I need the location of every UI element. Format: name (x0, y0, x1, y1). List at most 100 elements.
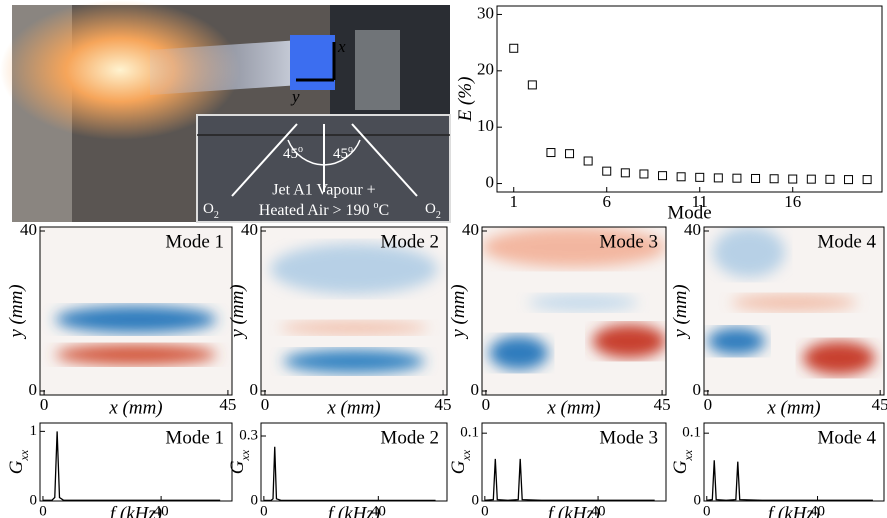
y-axis-label: y (mm) (6, 284, 27, 339)
y-tick-label: 40 (241, 220, 258, 239)
marker (751, 173, 761, 183)
y-tick-label: 0 (694, 492, 702, 508)
panel-label: Mode 1 (165, 427, 224, 448)
x-tick-label: 0 (482, 395, 491, 414)
y-axis-label: Gxx (227, 449, 251, 474)
x-axis-label: x (mm) (326, 397, 380, 418)
heatmap-blob (731, 294, 857, 311)
heatmap-blob (489, 336, 549, 370)
axis-y-label: y (290, 87, 300, 106)
x-tick-label: 45 (654, 395, 671, 414)
marker (583, 156, 593, 166)
chart-panel: 0 45 0 40 Mode 3 x (mm) y (mm) (448, 220, 670, 418)
x-axis-label: x (mm) (108, 397, 162, 418)
y-axis-label-text: G (6, 460, 27, 474)
panel-label: Mode 1 (165, 231, 224, 252)
marker (788, 174, 798, 184)
marker (806, 174, 816, 184)
angle-value: 45 (283, 146, 298, 162)
y-tick-label: 0 (471, 380, 480, 399)
chart-panel: 0 40 0 0.1 Mode 4 f (kHz) Gxx (670, 422, 885, 518)
marker (695, 172, 705, 182)
y-tick-label: 0 (29, 380, 38, 399)
y-axis-label-text: y (mm) (670, 284, 691, 339)
angle-label: 45o (333, 144, 353, 163)
spectrum-line (263, 446, 436, 501)
x-tick-label: 0 (481, 503, 489, 518)
plot-frame (496, 5, 883, 193)
y-tick-label: 0 (30, 492, 38, 508)
axis-x-label: x (337, 37, 346, 56)
y-axis-label: E (%) (455, 77, 476, 123)
y-tick-label: 40 (462, 220, 479, 239)
oxidizer: O (203, 201, 214, 217)
oxidizer-sub: 2 (214, 210, 219, 221)
x-axis-label: x (mm) (546, 397, 600, 418)
marker (825, 174, 835, 184)
heatmap-blob (279, 321, 429, 335)
y-tick-label: 0.1 (460, 425, 479, 441)
panel-label: Mode 4 (817, 231, 876, 252)
marker (676, 172, 686, 182)
chart-panel: 0 45 0 40 Mode 2 x (mm) y (mm) (227, 220, 451, 418)
marker (527, 80, 537, 90)
x-tick-label: 0 (703, 503, 711, 518)
plot-frame (39, 422, 233, 502)
marker (732, 173, 742, 183)
x-tick-label: 0 (704, 395, 713, 414)
y-axis-label-text: y (mm) (227, 284, 248, 339)
panel-label: Mode 4 (817, 427, 876, 448)
marker (546, 148, 556, 158)
y-axis-label-sub: xx (681, 449, 695, 461)
heatmap (261, 227, 447, 395)
y-axis-label-sub: xx (459, 449, 473, 461)
panel-label: Mode 3 (599, 427, 658, 448)
x-tick-label: 40 (591, 503, 606, 518)
heatmap-blob (803, 341, 875, 375)
y-axis-label: y (mm) (670, 284, 691, 339)
heatmap-blob (270, 243, 438, 295)
panel-label: Mode 2 (380, 427, 439, 448)
y-axis-label: Gxx (6, 449, 30, 474)
jet-unit: C (379, 202, 390, 219)
x-tick-label: 0 (40, 395, 49, 414)
x-axis-label: f (kHz) (548, 503, 600, 518)
marker (602, 166, 612, 176)
y-tick-label: 0 (251, 492, 259, 508)
oxidizer-sub: 2 (436, 210, 441, 221)
x-tick-label: 11 (692, 192, 708, 211)
y-axis-label-sub: xx (238, 449, 252, 461)
chart-panel: 0 40 0 1 Mode 1 f (kHz) Gxx (6, 422, 233, 518)
y-axis-label: y (mm) (448, 284, 469, 339)
marker (565, 149, 575, 159)
heatmap (40, 227, 232, 395)
heatmap-blob (482, 227, 666, 268)
marker (844, 175, 854, 185)
chart-panel: 0 40 0 0.1 Mode 3 f (kHz) Gxx (448, 422, 667, 518)
photo: x y 45o 45o Jet A1 Vapour + Heated Air >… (0, 0, 451, 223)
y-axis-label-text: E (%) (455, 77, 476, 123)
y-axis-label-text: G (227, 460, 248, 474)
y-tick-label: 30 (477, 3, 494, 22)
heatmap-blob (713, 227, 785, 278)
y-tick-label: 40 (20, 220, 37, 239)
y-tick-label: 10 (477, 116, 494, 135)
y-tick-label: 0.1 (682, 425, 701, 441)
chart-panel: 0 40 0 0.3 Mode 2 f (kHz) Gxx (227, 422, 448, 518)
x-tick-label: 45 (219, 395, 236, 414)
plot-frame (703, 422, 885, 502)
marker (509, 43, 519, 53)
angle-label: 45o (283, 144, 303, 163)
plot-frame (703, 226, 885, 396)
x-tick-label: 40 (371, 503, 386, 518)
jet-degree: o (374, 200, 379, 211)
x-tick-label: 45 (872, 395, 887, 414)
y-tick-label: 0 (472, 492, 480, 508)
heatmap-blob (283, 349, 425, 374)
jet-text: Heated Air > 190 (259, 202, 374, 219)
y-tick-label: 1 (30, 423, 38, 439)
marker (769, 174, 779, 184)
angle-degree: o (348, 144, 353, 155)
marker (713, 173, 723, 183)
